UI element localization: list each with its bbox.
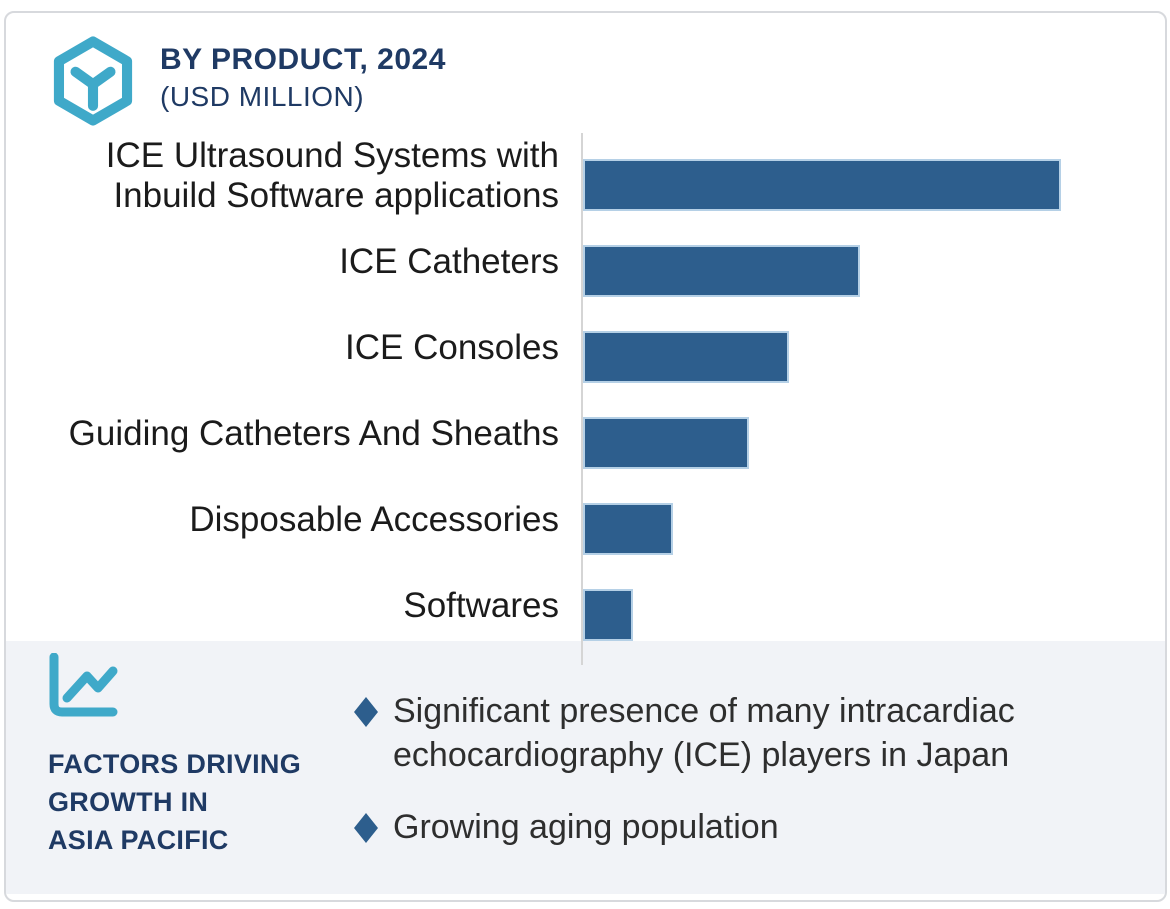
category-label: Softwares xyxy=(403,586,559,626)
diamond-bullet-icon xyxy=(354,697,378,727)
y-axis-line xyxy=(581,133,583,665)
category-label: ICE Consoles xyxy=(345,328,559,368)
factors-heading-line: FACTORS DRIVING xyxy=(48,749,302,779)
chart-row: ICE Catheters xyxy=(6,219,1165,305)
diamond-bullet-icon xyxy=(354,813,378,843)
bar-chart: ICE Ultrasound Systems with Inbuild Soft… xyxy=(6,133,1165,649)
line-chart-icon xyxy=(48,652,120,724)
bar xyxy=(583,159,1061,211)
chart-subtitle: (USD MILLION) xyxy=(160,81,365,112)
category-label: Disposable Accessories xyxy=(189,500,559,540)
chart-header: BY PRODUCT, 2024 (USD MILLION) xyxy=(47,33,446,132)
infographic-card: BY PRODUCT, 2024 (USD MILLION) ICE Ultra… xyxy=(4,11,1167,902)
category-label: Guiding Catheters And Sheaths xyxy=(68,414,559,454)
hexagon-cube-icon xyxy=(47,35,139,132)
category-label: ICE Ultrasound Systems with Inbuild Soft… xyxy=(105,136,559,215)
bullet-text: Growing aging population xyxy=(393,808,779,846)
chart-row: Guiding Catheters And Sheaths xyxy=(6,391,1165,477)
factors-heading: FACTORS DRIVING GROWTH IN ASIA PACIFIC xyxy=(48,745,301,859)
bar xyxy=(583,417,749,469)
bullet-item: Growing aging population xyxy=(354,805,1073,849)
chart-row: ICE Ultrasound Systems with Inbuild Soft… xyxy=(6,133,1165,219)
chart-row: Disposable Accessories xyxy=(6,477,1165,563)
bullet-text: Significant presence of many intracardia… xyxy=(393,692,1015,774)
header-text: BY PRODUCT, 2024 (USD MILLION) xyxy=(160,33,446,113)
factors-bullets: Significant presence of many intracardia… xyxy=(354,689,1073,849)
bar xyxy=(583,589,633,641)
chart-row: ICE Consoles xyxy=(6,305,1165,391)
chart-row: Softwares xyxy=(6,563,1165,649)
factors-heading-line: ASIA PACIFIC xyxy=(48,825,229,855)
bar xyxy=(583,331,789,383)
factors-heading-line: GROWTH IN xyxy=(48,787,209,817)
bar xyxy=(583,245,860,297)
bar xyxy=(583,503,673,555)
category-label: ICE Catheters xyxy=(339,242,559,282)
chart-title: BY PRODUCT, 2024 xyxy=(160,43,446,76)
factors-panel: FACTORS DRIVING GROWTH IN ASIA PACIFIC S… xyxy=(6,641,1165,894)
bullet-item: Significant presence of many intracardia… xyxy=(354,689,1073,777)
